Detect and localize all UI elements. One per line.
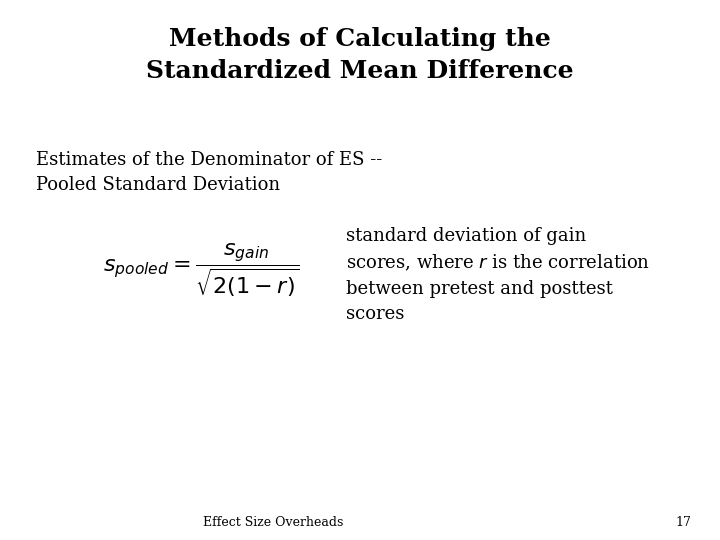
Text: Methods of Calculating the
Standardized Mean Difference: Methods of Calculating the Standardized … xyxy=(146,27,574,83)
Text: Effect Size Overheads: Effect Size Overheads xyxy=(204,516,343,529)
Text: standard deviation of gain
scores, where $r$ is the correlation
between pretest : standard deviation of gain scores, where… xyxy=(346,227,649,323)
Text: 17: 17 xyxy=(675,516,691,529)
Text: Estimates of the Denominator of ES --
Pooled Standard Deviation: Estimates of the Denominator of ES -- Po… xyxy=(36,151,382,193)
Text: $s_{pooled} = \dfrac{s_{gain}}{\sqrt{2(1-r)}}$: $s_{pooled} = \dfrac{s_{gain}}{\sqrt{2(1… xyxy=(104,241,300,299)
